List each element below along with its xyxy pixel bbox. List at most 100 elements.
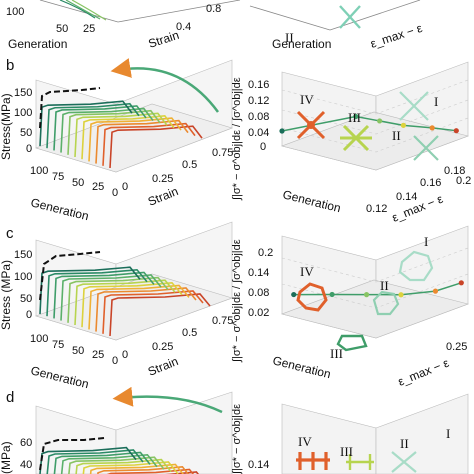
stress-curve-gen-70 bbox=[60, 453, 158, 474]
row-b-err-tick-2: 0.08 bbox=[248, 111, 269, 123]
row-b-lattice-i-icon bbox=[399, 91, 429, 121]
row-b-gen-tick-0: 100 bbox=[30, 165, 48, 177]
row-b-gen-tick-2: 50 bbox=[72, 177, 84, 189]
row-d-lattice-iii-icon bbox=[346, 454, 374, 470]
row-c-strain-tick-3: 0.75 bbox=[212, 315, 233, 327]
row-b-strain-tick-0: 0 bbox=[122, 181, 128, 193]
error-point bbox=[377, 118, 383, 124]
error-point bbox=[291, 291, 297, 298]
row-a-strain-tick-1: 0.4 bbox=[176, 21, 191, 33]
stress-curve-gen-10 bbox=[106, 468, 195, 474]
row-c-strain-tick-0: 0 bbox=[122, 349, 128, 361]
panel-letter-b: b bbox=[6, 57, 14, 74]
row-b-stress-tick-1: 100 bbox=[14, 107, 32, 119]
row-a-right-xlabel: Generation bbox=[272, 37, 331, 51]
row-d-roman-iv: IV bbox=[298, 434, 312, 449]
row-b-right-xlabel: Generation bbox=[281, 187, 342, 215]
row-c-stress-tick-1: 100 bbox=[14, 271, 32, 283]
row-a-roman-2: II bbox=[285, 30, 294, 45]
row-c-gen-tick-0: 100 bbox=[30, 333, 48, 345]
error-point bbox=[429, 125, 435, 131]
row-c-stress-tick-3: 0 bbox=[26, 309, 32, 321]
error-point bbox=[353, 113, 359, 120]
stress-curve-gen-20 bbox=[95, 287, 197, 332]
row-b-emax-tick-0: 0.12 bbox=[366, 203, 387, 215]
row-b-err-tick-1: 0.12 bbox=[248, 95, 269, 107]
stress-curve-gen-60 bbox=[67, 109, 161, 155]
row-d-stress-tick-0: 60 bbox=[20, 437, 32, 449]
row-a-right-zlabel: ε_max − ε bbox=[369, 21, 425, 51]
row-c-stress-tick-2: 50 bbox=[20, 293, 32, 305]
row-c-roman-iii: III bbox=[330, 346, 343, 361]
row-c-roman-iv: IV bbox=[300, 264, 314, 279]
row-d-roman-ii: II bbox=[400, 436, 409, 451]
row-c-lattice-iii-icon bbox=[336, 334, 368, 352]
error-point bbox=[432, 288, 439, 294]
row-c-lattice-i-icon bbox=[398, 250, 434, 282]
row-c-emax-tick-0: 0.25 bbox=[446, 341, 467, 353]
row-c-right-xlabel: Generation bbox=[271, 353, 332, 381]
row-b-lattice-ii-icon bbox=[413, 135, 439, 161]
row-b-gen-tick-4: 0 bbox=[112, 187, 118, 199]
row-b-lattice-iv-icon bbox=[296, 110, 326, 140]
row-b-err-tick-4: 0 bbox=[260, 141, 266, 153]
row-b-target-curve bbox=[39, 87, 101, 129]
row-b-left-plot: 150 100 50 0 Stress(MPa) 100 75 50 25 0 … bbox=[0, 58, 233, 223]
row-b-roman-iv: IV bbox=[300, 92, 314, 107]
row-d-ylabel: (MPa) bbox=[0, 441, 13, 474]
stress-curve-gen-20 bbox=[97, 465, 190, 474]
row-c-lattice-iv-icon bbox=[296, 282, 328, 312]
stress-curve-gen-10 bbox=[102, 122, 196, 166]
row-b-error-points bbox=[279, 113, 459, 134]
error-point bbox=[400, 122, 406, 128]
row-b-lattice-iii-icon bbox=[340, 124, 372, 152]
row-d-roman-iii: III bbox=[340, 444, 353, 459]
row-d-stress-tick-1: 40 bbox=[20, 459, 32, 471]
row-d-target-curve bbox=[39, 437, 105, 471]
row-a-gen-tick-1: 50 bbox=[56, 23, 68, 35]
row-b-stress-tick-0: 150 bbox=[14, 87, 32, 99]
stress-curve-gen-0 bbox=[109, 293, 211, 337]
row-c-zlabel: Strain bbox=[146, 354, 180, 379]
stress-curve-gen-50 bbox=[74, 279, 176, 326]
row-a-lattice-icon bbox=[339, 5, 361, 29]
row-c-err-tick-2: 0.08 bbox=[248, 287, 269, 299]
row-b-strain-tick-2: 0.5 bbox=[182, 159, 197, 171]
row-b-strain-tick-1: 0.25 bbox=[152, 173, 173, 185]
row-c-gen-tick-1: 75 bbox=[52, 339, 64, 351]
stress-curve-gen-30 bbox=[88, 117, 182, 162]
row-d-lattice-iv-icon bbox=[296, 452, 330, 470]
row-c-xlabel: Generation bbox=[29, 363, 90, 391]
row-c-roman-i: I bbox=[424, 234, 428, 249]
row-d-err-tick-0: 0.14 bbox=[248, 459, 269, 471]
stress-curve-gen-70 bbox=[60, 107, 154, 153]
row-c-roman-ii: II bbox=[380, 278, 389, 293]
row-c-gen-tick-4: 0 bbox=[112, 355, 118, 367]
panel-letter-c: c bbox=[6, 225, 14, 242]
row-a-right-axes: II Generation ε_max − ε bbox=[249, 0, 425, 51]
row-b: b 150 100 50 0 Stress(MPa) 100 75 50 25 … bbox=[0, 57, 471, 225]
row-b-strain-tick-3: 0.75 bbox=[212, 147, 233, 159]
stress-curve-gen-40 bbox=[81, 115, 175, 160]
stress-curve-gen-50 bbox=[75, 458, 172, 474]
row-b-stress-tick-3: 0 bbox=[26, 143, 32, 155]
stress-curve-gen-90 bbox=[46, 449, 144, 474]
row-c-stress-tick-0: 150 bbox=[14, 249, 32, 261]
row-b-xlabel: Generation bbox=[29, 195, 90, 223]
row-d-arrow bbox=[112, 386, 223, 414]
row-a-xlabel: Generation bbox=[8, 37, 67, 51]
error-point bbox=[329, 291, 335, 298]
row-b-arrow bbox=[110, 58, 220, 113]
row-a-left-axes: 100 50 25 Generation 0.8 0.4 Strain bbox=[6, 0, 241, 51]
row-b-roman-iii: III bbox=[348, 110, 361, 125]
row-c-err-tick-1: 0.14 bbox=[248, 267, 269, 279]
stress-curve-gen-60 bbox=[68, 456, 165, 474]
row-c-gen-tick-3: 25 bbox=[92, 349, 104, 361]
stress-curve-gen-40 bbox=[82, 461, 179, 474]
row-b-emax-tick-2: 0.16 bbox=[420, 177, 441, 189]
row-b-gen-tick-3: 25 bbox=[92, 181, 104, 193]
row-d-right-ylabel: ∫|σ* − σ^obj|dε bbox=[231, 404, 243, 474]
row-d: d 60 40 (MPa) 0.14 ∫|σ* − σ^obj|dε bbox=[0, 386, 469, 474]
error-trajectory bbox=[281, 115, 457, 132]
row-c-right-zlabel: ε_max − ε bbox=[396, 355, 452, 388]
